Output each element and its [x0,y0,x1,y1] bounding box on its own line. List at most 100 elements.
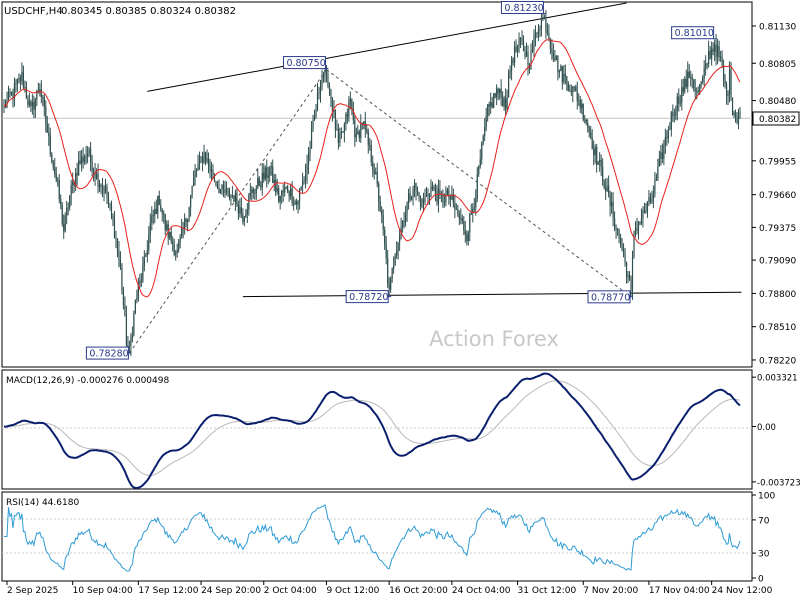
candle [10,91,13,96]
candle [697,86,699,95]
candle [521,30,523,46]
candle [712,42,714,56]
macd-axis-label: 0.00 [757,423,776,433]
price-axis-label: 0.80480 [759,97,796,107]
candle [176,243,178,258]
candle [561,65,563,90]
candle [42,94,44,107]
candle [584,114,586,124]
candle [16,78,19,92]
macd-panel: MACD(12,26,9) -0.000276 0.000498 0.00332… [1,369,800,490]
candle [602,158,604,186]
candle [515,39,517,53]
candle [358,129,360,142]
candle [407,188,410,210]
time-axis-label: 2 Oct 04:00 [264,586,317,596]
price-axis-label: 0.78510 [759,323,796,333]
candle [703,60,705,87]
candle [605,178,607,200]
candle [481,141,483,165]
candle [98,179,101,192]
candle [187,218,189,232]
candle [633,230,635,259]
candle [585,118,587,126]
candle [654,171,656,198]
candle [446,187,448,196]
candle [624,247,626,267]
candle [718,40,720,62]
candle [216,180,219,190]
candle [322,71,325,83]
candle [600,154,602,177]
time-axis-label: 9 Oct 12:00 [326,586,379,596]
candle [466,230,468,246]
candle [357,124,359,135]
candle [69,195,71,211]
candle [225,181,228,196]
candle [246,202,248,224]
candle [688,64,690,79]
candle [316,82,319,112]
candle [667,125,669,144]
candle [273,173,275,192]
candle [346,108,348,124]
rsi-panel-title: RSI(14) 44.6180 [6,498,79,508]
candle [373,163,375,180]
candle [348,96,350,122]
candle [355,127,357,142]
last-price-tag-box [752,111,800,126]
macd-axis-label: 0.003321 [757,374,798,384]
candle [31,93,33,115]
candle [649,192,652,205]
time-axis-label: 24 Oct 04:00 [452,586,511,596]
candle [331,96,334,122]
candle [304,163,307,189]
candle [94,162,96,186]
candle [640,208,643,226]
candle [402,219,404,233]
candle [410,195,413,201]
candle [430,179,432,198]
candle [737,108,740,130]
last-price-tag-label: 0.80382 [759,115,796,125]
trendlines [128,2,742,354]
candle [519,37,522,48]
price-callout: 0.78720 [345,290,392,304]
candle [387,249,389,288]
candle [342,131,344,133]
candle [184,213,186,235]
candle [301,172,304,194]
candle [599,152,601,172]
candle [100,183,102,195]
candle [293,196,295,211]
candle [128,340,131,354]
candle [325,65,328,83]
price-callout-label: 0.78280 [89,349,128,360]
candle [590,125,592,140]
candle [587,119,589,133]
time-axis-label: 7 Nov 20:00 [583,586,638,596]
candle [621,237,623,252]
candle [382,209,384,236]
candle [576,81,578,110]
candle [522,35,525,52]
candle [440,190,443,203]
candle [107,191,110,208]
candle [739,106,741,119]
candle [682,78,684,97]
candle [439,180,441,199]
candle [337,123,340,150]
candle [240,197,242,218]
candle [30,99,32,112]
candle [536,31,538,39]
candle [170,226,172,245]
candle [281,189,283,204]
candle [60,194,62,210]
price-callout-label: 0.81010 [675,28,714,39]
candle [28,92,30,108]
candle [112,213,114,227]
candle [154,201,156,224]
candle [340,127,342,139]
candle [681,79,683,111]
price-callout-label: 0.80750 [286,58,325,69]
